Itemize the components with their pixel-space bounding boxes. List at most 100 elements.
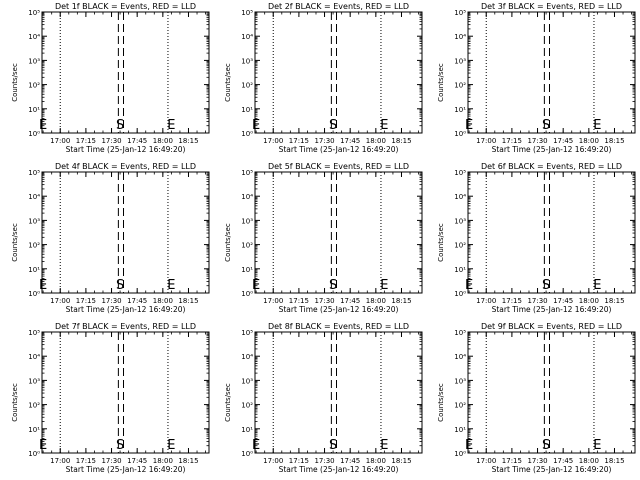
y-tick-label: 10³ [28, 57, 40, 65]
panel-title: Det 3f BLACK = Events, RED = LLD [481, 2, 622, 11]
panel-title: Det 4f BLACK = Events, RED = LLD [55, 162, 196, 171]
x-tick-label: 17:00 [476, 137, 496, 145]
event-label: E [167, 118, 175, 133]
panel-title: Det 8f BLACK = Events, RED = LLD [268, 322, 409, 331]
event-label: E [380, 438, 388, 453]
event-label: S [329, 278, 337, 293]
y-tick-label: 10¹ [28, 426, 40, 434]
x-tick-label: 17:30 [101, 297, 121, 305]
x-tick-label: 18:00 [366, 457, 386, 465]
event-label: E [380, 118, 388, 133]
y-tick-label: 10⁰ [241, 130, 253, 138]
x-tick-label: 17:45 [127, 297, 147, 305]
event-label: E [252, 278, 260, 293]
y-tick-label: 10⁰ [28, 130, 40, 138]
x-tick-label: 17:30 [101, 457, 121, 465]
x-tick-label: 17:00 [263, 297, 283, 305]
y-tick-label: 10⁵ [28, 169, 40, 177]
y-axis-title: Counts/sec [224, 223, 232, 262]
panel-title: Det 2f BLACK = Events, RED = LLD [268, 2, 409, 11]
x-tick-label: 17:45 [553, 137, 573, 145]
x-tick-label: 18:00 [579, 137, 599, 145]
x-axis-title: Start Time (25-Jan-12 16:49:20) [279, 305, 399, 314]
y-tick-label: 10² [28, 402, 40, 410]
y-tick-label: 10² [241, 242, 253, 250]
y-tick-label: 10² [454, 242, 466, 250]
detector-panel-1: Det 1f BLACK = Events, RED = LLD 10⁰ 10¹ 10… [11, 2, 210, 154]
event-label: S [329, 118, 337, 133]
detector-panel-4: Det 4f BLACK = Events, RED = LLD 10⁰ 10¹ 10… [11, 162, 210, 314]
x-tick-label: 18:15 [391, 137, 411, 145]
y-tick-label: 10⁰ [28, 290, 40, 298]
detector-panel-2: Det 2f BLACK = Events, RED = LLD 10⁰ 10¹ 10… [224, 2, 423, 154]
plot-frame [254, 11, 423, 134]
x-tick-label: 17:15 [289, 137, 309, 145]
event-label: E [39, 118, 47, 133]
x-tick-label: 18:00 [579, 457, 599, 465]
event-label: S [116, 118, 124, 133]
x-axis-title: Start Time (25-Jan-12 16:49:20) [492, 465, 612, 474]
x-tick-label: 17:15 [76, 137, 96, 145]
x-tick-label: 17:00 [50, 137, 70, 145]
event-label: S [542, 438, 550, 453]
detector-panel-5: Det 5f BLACK = Events, RED = LLD 10⁰ 10¹ 10… [224, 162, 423, 314]
detector-panel-7: Det 7f BLACK = Events, RED = LLD 10⁰ 10¹ 10… [11, 322, 210, 474]
x-axis-title: Start Time (25-Jan-12 16:49:20) [66, 465, 186, 474]
event-label: E [167, 278, 175, 293]
y-axis-title: Counts/sec [11, 63, 19, 102]
event-label: E [252, 118, 260, 133]
y-tick-label: 10¹ [454, 426, 466, 434]
y-tick-label: 10⁵ [28, 9, 40, 17]
y-axis-title: Counts/sec [224, 63, 232, 102]
detector-panel-3: Det 3f BLACK = Events, RED = LLD 10⁰ 10¹ 10… [437, 2, 636, 154]
x-tick-label: 18:00 [153, 297, 173, 305]
y-axis-title: Counts/sec [224, 383, 232, 422]
y-tick-label: 10¹ [241, 106, 253, 114]
y-tick-label: 10⁴ [454, 33, 466, 41]
y-tick-label: 10⁵ [454, 329, 466, 337]
x-tick-label: 17:45 [553, 297, 573, 305]
x-tick-label: 17:15 [502, 297, 522, 305]
y-tick-label: 10⁴ [454, 353, 466, 361]
x-axis-title: Start Time (25-Jan-12 16:49:20) [66, 305, 186, 314]
x-tick-label: 17:45 [340, 297, 360, 305]
y-tick-label: 10⁰ [454, 290, 466, 298]
plot-frame [41, 171, 210, 294]
x-tick-label: 18:15 [391, 457, 411, 465]
x-tick-label: 18:15 [604, 297, 624, 305]
y-tick-label: 10² [454, 402, 466, 410]
x-tick-label: 17:30 [314, 137, 334, 145]
y-tick-label: 10³ [28, 217, 40, 225]
x-tick-label: 18:15 [178, 457, 198, 465]
plot-frame [41, 331, 210, 454]
y-tick-label: 10⁵ [241, 329, 253, 337]
plot-frame [467, 171, 636, 294]
y-tick-label: 10⁴ [28, 193, 40, 201]
plot-frame [254, 171, 423, 294]
event-label: E [39, 438, 47, 453]
y-tick-label: 10¹ [28, 266, 40, 274]
x-tick-label: 18:15 [178, 297, 198, 305]
panel-title: Det 6f BLACK = Events, RED = LLD [481, 162, 622, 171]
x-tick-label: 18:00 [579, 297, 599, 305]
y-tick-label: 10¹ [454, 266, 466, 274]
event-label: E [465, 438, 473, 453]
y-tick-label: 10³ [241, 217, 253, 225]
panel-title: Det 9f BLACK = Events, RED = LLD [481, 322, 622, 331]
event-label: E [465, 118, 473, 133]
y-tick-label: 10³ [241, 57, 253, 65]
y-tick-label: 10² [28, 82, 40, 90]
plot-frame [41, 11, 210, 134]
event-label: S [116, 278, 124, 293]
x-tick-label: 17:00 [263, 137, 283, 145]
detector-panel-8: Det 8f BLACK = Events, RED = LLD 10⁰ 10¹ 10… [224, 322, 423, 474]
y-tick-label: 10² [241, 402, 253, 410]
x-tick-label: 18:00 [366, 297, 386, 305]
x-axis-title: Start Time (25-Jan-12 16:49:20) [279, 145, 399, 154]
event-label: E [593, 438, 601, 453]
x-tick-label: 17:15 [76, 457, 96, 465]
event-label: S [542, 118, 550, 133]
y-tick-label: 10⁵ [454, 9, 466, 17]
y-tick-label: 10³ [28, 377, 40, 385]
